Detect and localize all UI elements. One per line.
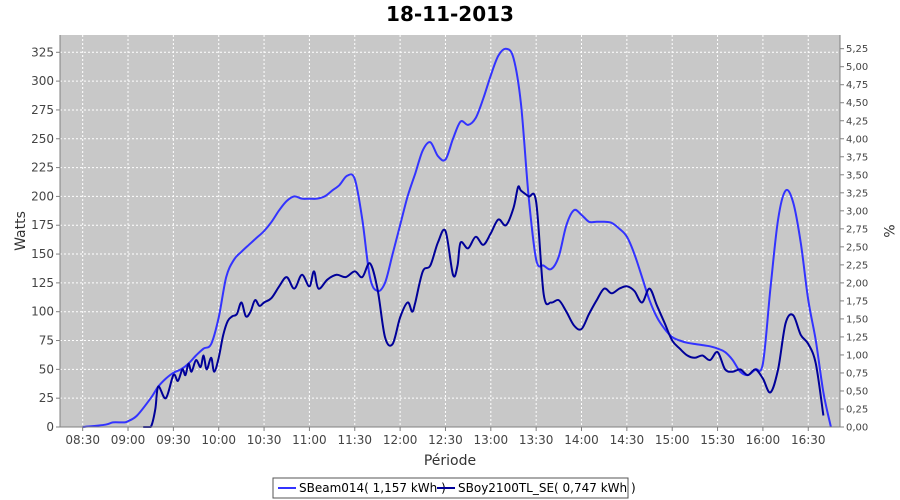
plot-area [60,35,840,427]
x-tick-label: 12:00 [383,433,418,447]
x-tick-label: 14:00 [564,433,599,447]
x-tick-label: 15:00 [655,433,690,447]
x-tick-label: 14:30 [610,433,645,447]
y-axis-ticks: 0 25 50 75 100 125 150 175 200 225 250 275 300 325 [31,45,60,434]
y2-tick-label: 1,00 [846,350,868,361]
x-tick-label: 09:30 [156,433,191,447]
series-line-0 [82,47,832,428]
series-lines [82,47,832,428]
series-line-1 [143,185,825,428]
y2-tick-label: 4,75 [846,80,868,91]
x-tick-label: 11:30 [337,433,372,447]
y2-tick-label: 5,00 [846,62,868,73]
y2-tick-label: 1,75 [846,296,868,307]
y2-tick-label: 3,75 [846,152,868,163]
legend-label-sboy2100tl: SBoy2100TL_SE( 0,747 kWh ) [458,481,636,495]
legend: SBeam014( 1,157 kWh ) SBoy2100TL_SE( 0,7… [272,477,636,499]
y-tick-label: 325 [31,45,54,59]
y-tick-label: 50 [39,362,54,376]
y-tick-label: 100 [31,305,54,319]
x-tick-label: 11:00 [292,433,327,447]
x-axis-label: Période [424,453,476,469]
y-tick-label: 175 [31,218,54,232]
y2-tick-label: 0,50 [846,386,868,397]
y-tick-label: 300 [31,74,54,88]
x-tick-label: 10:00 [201,433,236,447]
y2-tick-label: 3,25 [846,188,868,199]
x-tick-label: 10:30 [247,433,282,447]
x-tick-label: 09:00 [111,433,146,447]
y2-tick-label: 5,25 [846,44,868,55]
y-tick-label: 225 [31,161,54,175]
y-tick-label: 200 [31,189,54,203]
y-tick-label: 250 [31,132,54,146]
y2-tick-label: 4,50 [846,98,868,109]
x-tick-label: 12:30 [428,433,463,447]
y2-tick-label: 1,25 [846,332,868,343]
y2-tick-label: 4,25 [846,116,868,127]
y2-tick-label: 2,75 [846,224,868,235]
chart-title: 18-11-2013 [386,2,514,26]
legend-label-sbeam014: SBeam014( 1,157 kWh ) [299,481,446,495]
y-tick-label: 0 [46,420,54,434]
x-tick-label: 16:00 [746,433,781,447]
y2-tick-label: 2,50 [846,242,868,253]
y2-tick-label: 0,00 [846,423,868,434]
grid-lines [60,35,840,427]
y2-tick-label: 3,50 [846,170,868,181]
x-tick-label: 13:00 [474,433,509,447]
y2-axis-ticks: 0,00 0,25 0,50 0,75 1,00 1,25 1,50 1,75 2,00 2,25… [840,44,868,434]
y2-tick-label: 2,00 [846,278,868,289]
y2-tick-label: 1,50 [846,314,868,325]
y-tick-label: 25 [39,391,54,405]
y2-axis-label: % [880,224,896,237]
x-axis-ticks: 08:30 09:00 09:30 10:00 10:30 11:00 11:30 12:00… [65,427,826,447]
y2-tick-label: 3,00 [846,206,868,217]
y2-tick-label: 4,00 [846,134,868,145]
x-tick-label: 13:30 [519,433,554,447]
y2-tick-label: 2,25 [846,260,868,271]
y-tick-label: 150 [31,247,54,261]
y-axis-label: Watts [13,211,29,251]
x-tick-label: 16:30 [791,433,826,447]
y-tick-label: 75 [39,334,54,348]
y-tick-label: 275 [31,103,54,117]
y2-tick-label: 0,75 [846,368,868,379]
x-tick-label: 15:30 [700,433,735,447]
y-tick-label: 125 [31,276,54,290]
y2-tick-label: 0,25 [846,404,868,415]
x-tick-label: 08:30 [65,433,100,447]
